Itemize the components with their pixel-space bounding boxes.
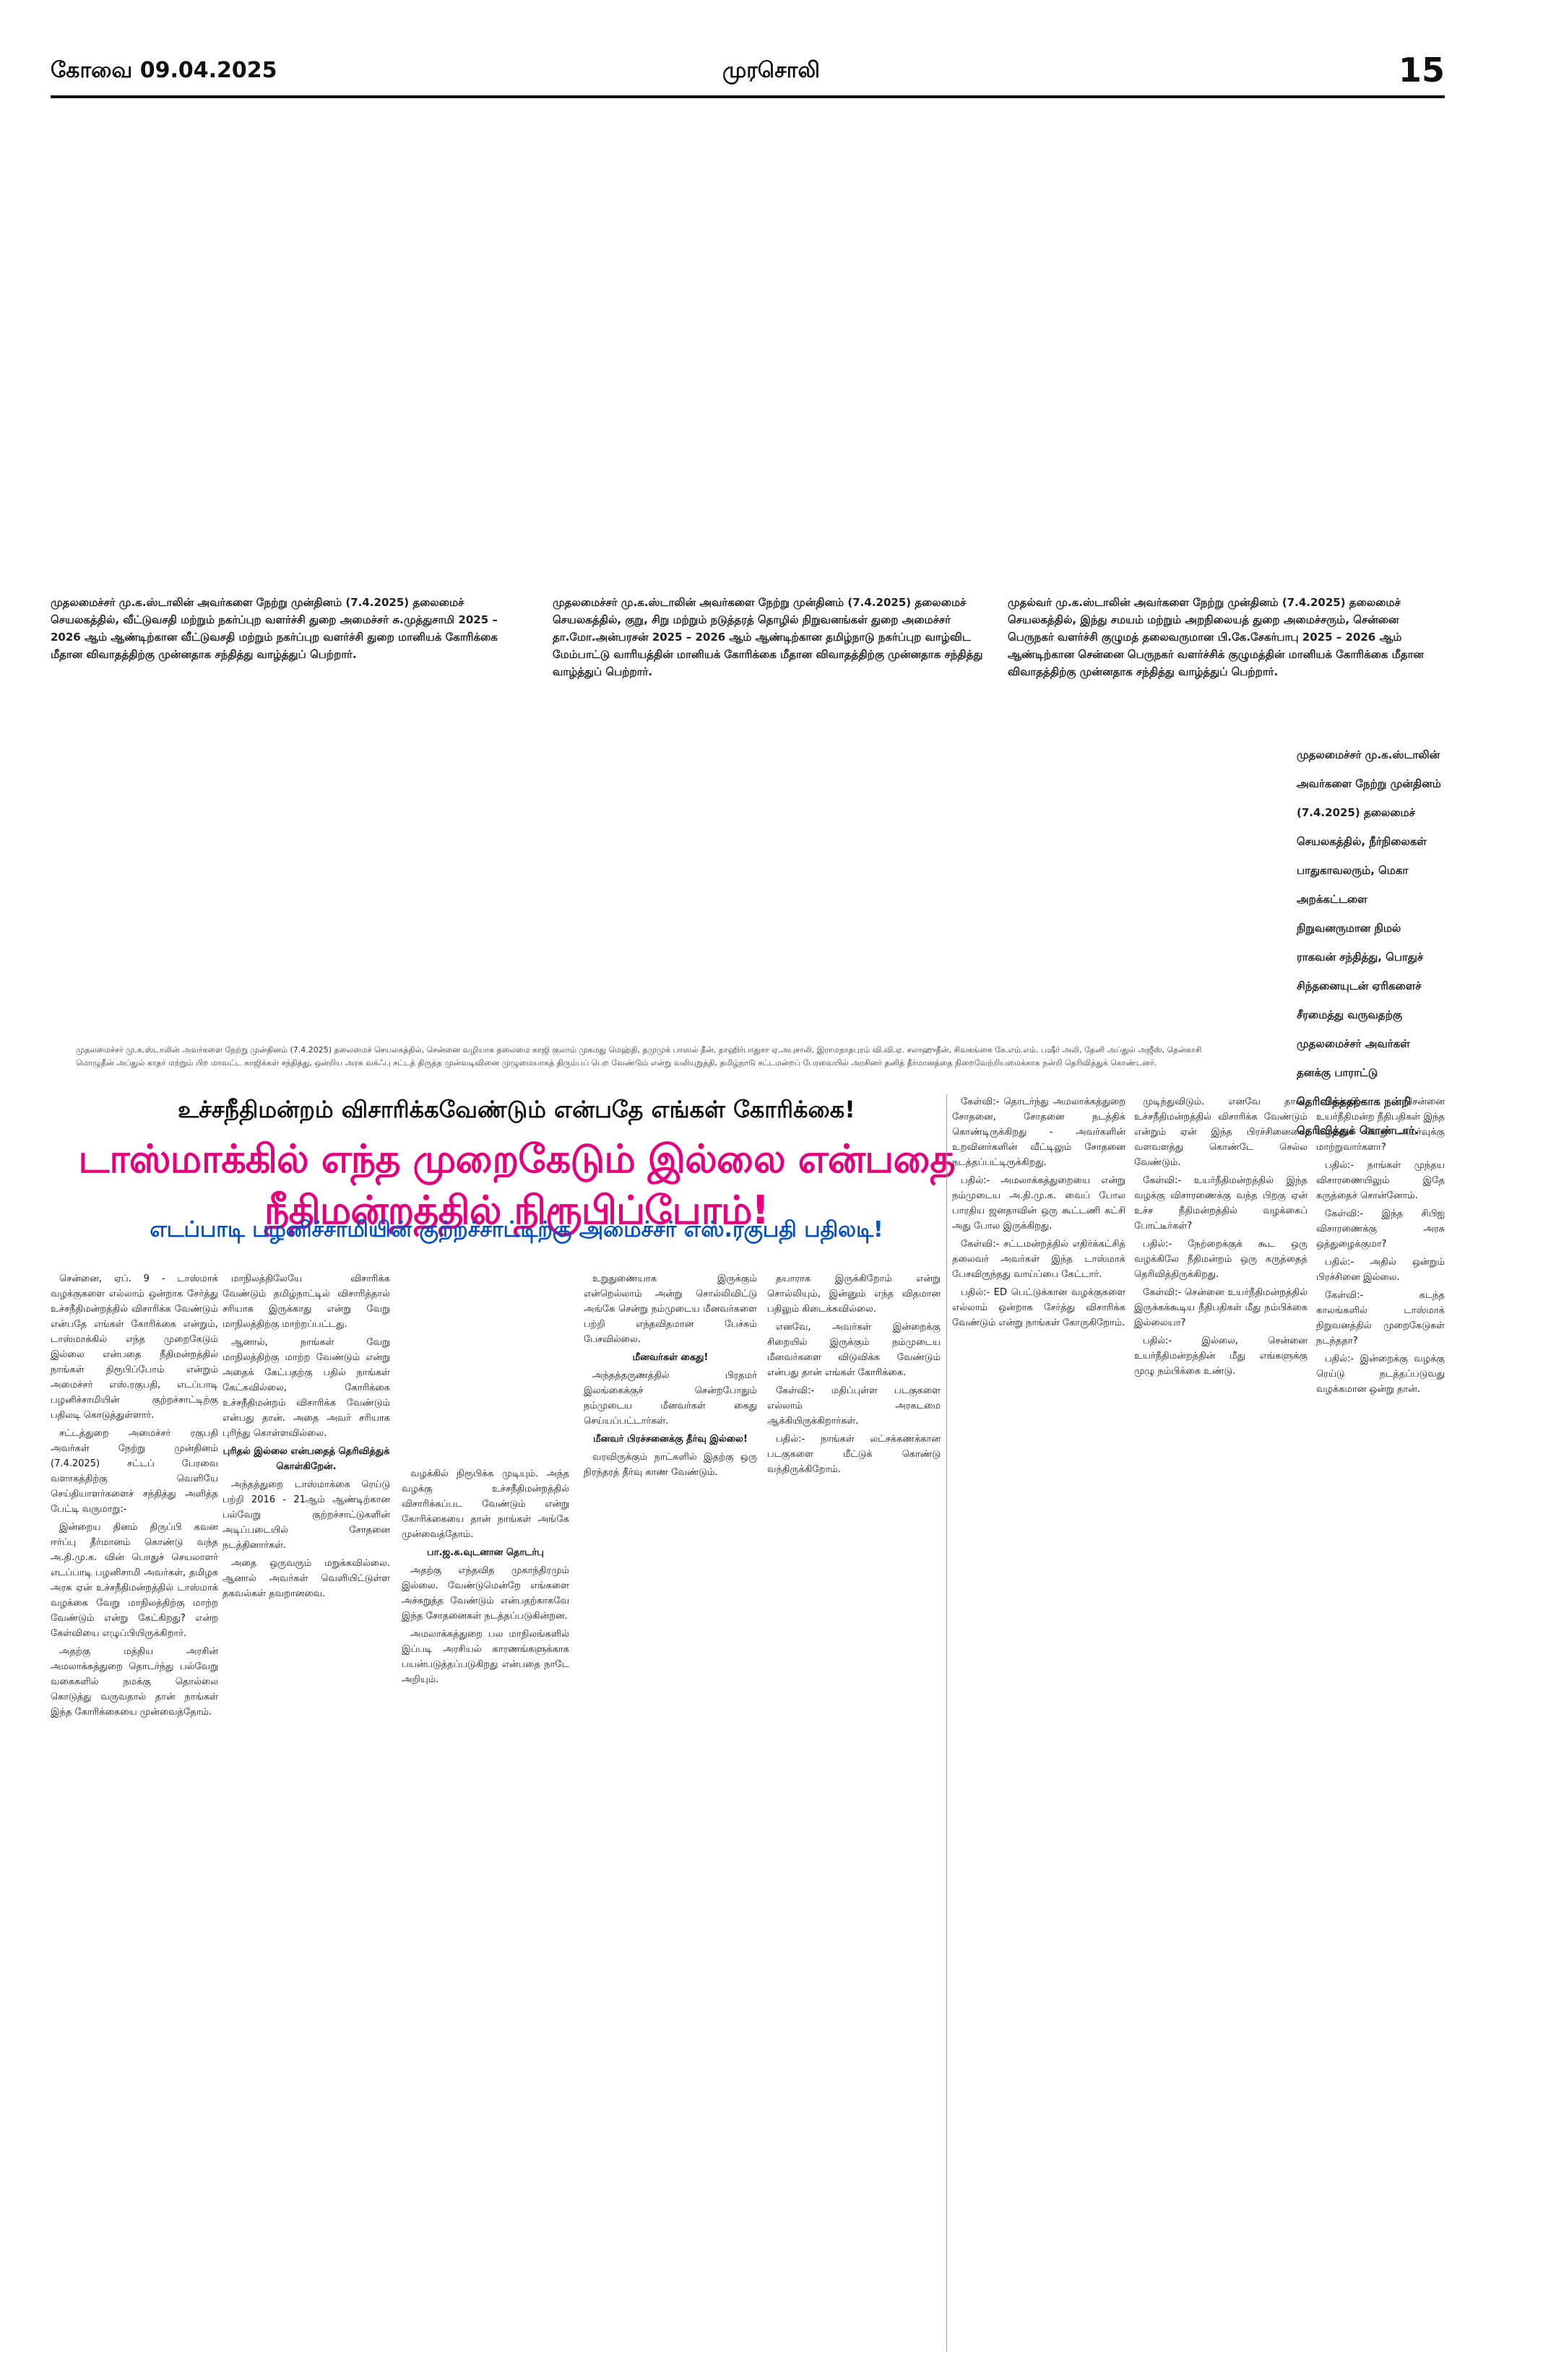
paragraph: கேள்வி:- தொடர்ந்து அமலாக்கத்துறை சோதனை, …	[952, 1096, 1125, 1168]
paragraph: எனவே, அவர்கள் இன்றைக்கு சிறையில் இருக்கு…	[767, 1322, 941, 1378]
subhead: மீனவர் பிரச்சனைக்கு தீர்வு இல்லை!	[593, 1434, 748, 1445]
paragraph: மாநிலத்திலேயே விசாரிக்க வேண்டும் தமிழ்நா…	[222, 1273, 390, 1330]
paragraph: அமலாக்கத்துறை பல மாநிலங்களில் இப்படி அரச…	[402, 1629, 569, 1685]
paragraph: பதில்:- இன்றைக்கு வழக்கு ரெய்டு நடத்தப்ப…	[1316, 1354, 1445, 1395]
side-photo-caption: முதலமைச்சர் மு.க.ஸ்டாலின் அவர்களை நேற்று…	[1297, 748, 1441, 1137]
article-column-7: முடிந்துவிடும். எனவே தான், உச்சநீதிமன்றத…	[1134, 1094, 1308, 1382]
page-number: 15	[1398, 51, 1445, 90]
subhead: மீனவர்கள் கைது!	[632, 1352, 709, 1363]
paragraph: பதில்:- ED பெட்டுக்கான வழக்குகளை எல்லாம்…	[952, 1287, 1125, 1328]
article-column-3: வழக்கில் நிரூபிக்க முடியும். அந்த வழக்கு…	[402, 1466, 569, 1690]
paragraph: அந்தத்துறை டாஸ்மாக்கை ரெய்டு பற்றி 2016 …	[222, 1479, 390, 1551]
paragraph: ஆனால், நாங்கள் வேறு மாநிலத்திற்கு மாற்ற …	[222, 1337, 390, 1439]
paragraph: அதற்கு மத்திய அரசின் அமலாக்கத்துறை தொடர்…	[51, 1646, 218, 1718]
article-column-5: தயாராக இருக்கிறோம் என்று சொல்லியும், இன்…	[767, 1271, 941, 1480]
paragraph: பதில்:- அதில் ஒன்றும் பிரச்சினை இல்லை.	[1316, 1257, 1445, 1283]
paragraph: அதற்கு எந்தவித முகாந்திரமும் இல்லை. வேண்…	[402, 1565, 569, 1622]
paragraph: வரவிருக்கும் நாட்களில் இதற்கு ஒரு நிரந்த…	[584, 1452, 757, 1478]
photo-caption-3: முதல்வர் மு.க.ஸ்டாலின் அவர்களை நேற்று மு…	[1008, 596, 1424, 678]
paragraph: பதில்:- நாங்கள் முந்தய விசாரணையிலும் இதே…	[1316, 1160, 1445, 1201]
article-sub-headline: உச்சநீதிமன்றம் விசாரிக்கவேண்டும் என்பதே …	[178, 1096, 855, 1123]
article-column-2: மாநிலத்திலேயே விசாரிக்க வேண்டும் தமிழ்நா…	[222, 1271, 390, 1604]
paragraph: பதில்:- நாங்கள் லட்சக்கணக்கான படகுகளை மீ…	[767, 1434, 941, 1475]
paragraph: கேள்வி:- கடந்த காலங்களில் டாஸ்மாக் நிறுவ…	[1316, 1290, 1445, 1346]
photo-area	[51, 108, 1445, 571]
paragraph: பதில்:- அமலாக்கத்துறையை என்று நம்முடைய அ…	[952, 1175, 1125, 1232]
paragraph: கேள்வி:- உயர்நீதிமன்றத்தில் இந்த வழக்கு …	[1134, 1175, 1308, 1232]
paragraph: கேள்வி:- சென்னை உயர்நீதிமன்ற நீதிபதிகள் …	[1316, 1096, 1445, 1153]
paragraph: தயாராக இருக்கிறோம் என்று சொல்லியும், இன்…	[767, 1273, 941, 1315]
article-kicker: எடப்பாடி பழனிச்சாமியின் குற்றச்சாட்டிற்க…	[150, 1217, 883, 1242]
photo-caption-1: முதலமைச்சர் மு.க.ஸ்டாலின் அவர்களை நேற்று…	[51, 596, 498, 661]
paragraph: சென்னை, ஏப். 9 - டாஸ்மாக் வழக்குகளை எல்ல…	[51, 1273, 218, 1421]
paragraph: கேள்வி:- சட்டமன்றத்தில் எதிர்க்கட்சித் த…	[952, 1239, 1125, 1280]
photo-caption-2: முதலமைச்சர் மு.க.ஸ்டாலின் அவர்களை நேற்று…	[553, 596, 983, 678]
paragraph: சட்டத்துறை அமைச்சர் ரகுபதி அவர்கள் நேற்ற…	[51, 1428, 218, 1515]
paragraph: பதில்:- நேற்றைக்குக் கூட ஒரு வழக்கிலே நீ…	[1134, 1239, 1308, 1280]
paragraph: முடிந்துவிடும். எனவே தான், உச்சநீதிமன்றத…	[1134, 1096, 1308, 1168]
paragraph: கேள்வி:- சென்னை உயர்நீதிமன்றத்தில் இருக்…	[1134, 1287, 1308, 1328]
article-column-1: சென்னை, ஏப். 9 - டாஸ்மாக் வழக்குகளை எல்ல…	[51, 1271, 218, 1723]
article-column-6: கேள்வி:- தொடர்ந்து அமலாக்கத்துறை சோதனை, …	[952, 1094, 1125, 1333]
column-divider	[946, 1094, 947, 2351]
article-headline: டாஸ்மாக்கில் எந்த முறைகேடும் இல்லை என்பத…	[78, 1136, 955, 1233]
paragraph: வழக்கில் நிரூபிக்க முடியும். அந்த வழக்கு…	[402, 1468, 569, 1540]
paper-name: முரசொலி	[722, 58, 820, 83]
wide-photo-caption: முதலமைச்சர் மு.க.ஸ்டாலின் அவர்களை நேற்று…	[76, 1045, 1202, 1068]
article-column-8: கேள்வி:- சென்னை உயர்நீதிமன்ற நீதிபதிகள் …	[1316, 1094, 1445, 1400]
paragraph: கேள்வி:- இந்த சிபிஐ விசாரணைக்கு அரசு ஒத்…	[1316, 1208, 1445, 1250]
paragraph: அதை ஒருவரும் மறுக்கவில்லை. ஆனால் அவர்கள்…	[222, 1558, 390, 1599]
masthead-rule	[51, 95, 1445, 98]
paragraph: கேள்வி:- மதிப்புள்ள படகுகளை எல்லாம் அரசு…	[767, 1385, 941, 1427]
article-column-4: உறுதுணையாக இருக்கும் என்றெல்லாம் அன்று ச…	[584, 1271, 757, 1483]
subhead: புரிதல் இல்லை என்பதைத் தெரிவித்துக் கொள்…	[222, 1446, 390, 1472]
paragraph: அந்தத்தருணத்தில் பிரதமர் இலங்கைக்குச் செ…	[584, 1370, 757, 1427]
paragraph: பதில்:- இல்லை, சென்னை உயர்நீதிமன்றத்தின்…	[1134, 1336, 1308, 1377]
subhead: பா.ஜ.க.வுடனான தொடர்பு	[427, 1547, 544, 1558]
masthead: கோவை 09.04.2025 முரசொலி 15	[51, 51, 1445, 91]
paragraph: உறுதுணையாக இருக்கும் என்றெல்லாம் அன்று ச…	[584, 1273, 757, 1345]
place-date: கோவை 09.04.2025	[51, 58, 277, 83]
paragraph: இன்றைய தினம் திருப்பி கவன ஈர்ப்பு தீர்மா…	[51, 1522, 218, 1639]
